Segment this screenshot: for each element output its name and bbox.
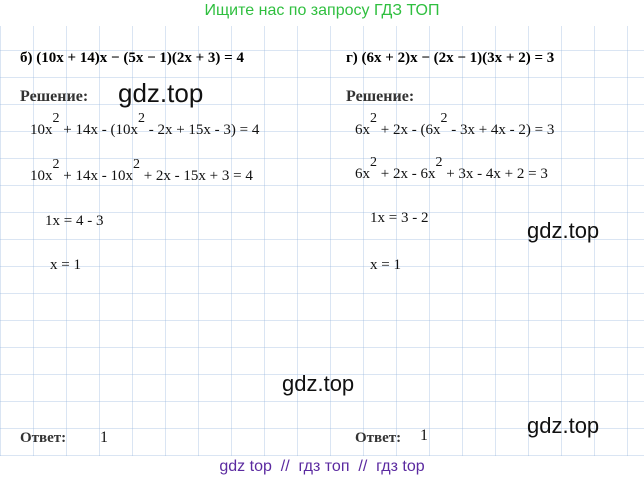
solution-label: Решение: [20, 88, 89, 105]
expression: - 3x + 4x - 2) = 3 [447, 122, 555, 138]
expression: x = 1 [370, 257, 401, 273]
step: 10x2 + 14x - 10x2 + 2x - 15x + 3 = 4 [30, 157, 253, 185]
expression: - 2x + 15x - 3) = 4 [144, 122, 260, 138]
superscript: 2 [137, 111, 145, 126]
superscript: 2 [370, 111, 377, 126]
expression: x = 1 [50, 257, 81, 273]
step: 6x2 + 2x - (6x2 - 3x + 4x - 2) = 3 [355, 111, 555, 139]
step: x = 1 [370, 257, 401, 274]
superscript: 2 [370, 155, 377, 170]
step: x = 1 [50, 257, 81, 274]
expression: + 3x - 4x + 2 = 3 [442, 166, 548, 182]
expression: 10x [30, 168, 53, 184]
expression: 6x [355, 166, 370, 182]
watermark: gdz.top [118, 78, 204, 108]
superscript: 2 [52, 111, 60, 126]
superscript: 2 [440, 111, 448, 126]
problem: б) (10x + 14)x − (5x − 1)(2x + 3) = 4 [20, 50, 244, 66]
step: 1x = 3 - 2 [370, 210, 428, 227]
superscript: 2 [435, 155, 443, 170]
step: 1x = 4 - 3 [45, 213, 103, 230]
expression: 1x = 3 - 2 [370, 210, 429, 226]
solution-label: Решение: [346, 88, 415, 105]
step: 10x2 + 14x - (10x2 - 2x + 15x - 3) = 4 [30, 111, 260, 139]
answer: 1 [420, 427, 428, 444]
superscript: 2 [132, 157, 140, 172]
expression: + 14x - (10x [59, 122, 138, 138]
watermark: gdz.top [527, 413, 600, 438]
expression: 6x [355, 122, 370, 138]
expression: 10x [30, 122, 53, 138]
answer-label: Ответ: [20, 430, 67, 446]
answer: 1 [100, 429, 108, 446]
watermark: gdz.top [282, 371, 355, 396]
step: 6x2 + 2x - 6x2 + 3x - 4x + 2 = 3 [355, 155, 548, 183]
expression: + 2x - 6x [377, 166, 436, 182]
header: Ищите нас по запросу ГДЗ ТОП [204, 2, 440, 19]
expression: + 14x - 10x [59, 168, 133, 184]
superscript: 2 [52, 157, 60, 172]
answer-label: Ответ: [355, 430, 402, 446]
footer: gdz top // гдз топ // гдз top [219, 458, 425, 475]
expression: + 2x - 15x + 3 = 4 [139, 168, 253, 184]
grid-paper [0, 26, 644, 456]
watermark: gdz.top [527, 218, 600, 243]
expression: 1x = 4 - 3 [45, 213, 104, 229]
problem: г) (6x + 2)x − (2x − 1)(3x + 2) = 3 [346, 50, 555, 66]
expression: + 2x - (6x [377, 122, 441, 138]
